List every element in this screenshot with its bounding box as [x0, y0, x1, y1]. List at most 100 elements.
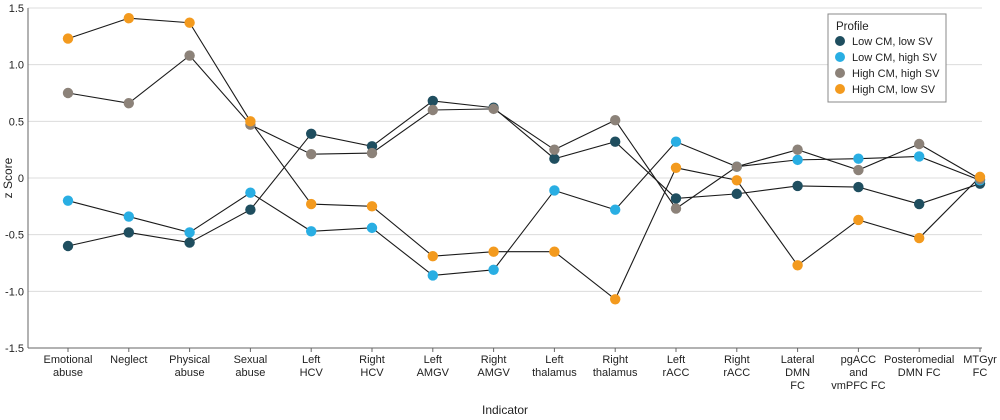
legend-label: High CM, low SV: [852, 84, 936, 96]
data-point: [610, 115, 621, 126]
data-point: [853, 153, 864, 164]
data-point: [914, 138, 925, 150]
x-tick-label: Left HCV: [300, 354, 324, 379]
data-point: [366, 222, 378, 234]
data-point: [670, 203, 682, 214]
series-points: [62, 13, 986, 305]
axis-labels: 1.5 1.0 0.5 0 -0.5 -1.0 -1.5 Emotional abuse Negl…: [5, 3, 997, 392]
x-tick-label: Posteromedial DMN FC: [884, 354, 954, 379]
data-point: [731, 175, 742, 186]
data-point: [123, 13, 134, 24]
data-point: [306, 149, 317, 160]
x-tick-label: MTGyr FC: [963, 354, 997, 379]
x-tick-label: Right thalamus: [593, 354, 638, 379]
data-point: [488, 264, 499, 275]
data-point: [488, 103, 499, 115]
data-point: [731, 188, 742, 200]
y-tick-label: -0.5: [5, 230, 24, 242]
x-tick-label: Emotional abuse: [44, 354, 93, 379]
data-point: [853, 181, 864, 193]
data-point: [974, 171, 986, 183]
data-point: [549, 246, 560, 257]
data-point: [427, 104, 438, 116]
data-point: [123, 211, 134, 222]
data-point: [184, 50, 195, 61]
data-point: [245, 187, 256, 198]
y-tick-label: 0: [18, 173, 24, 185]
data-point: [427, 251, 438, 262]
data-point: [488, 246, 499, 257]
data-point: [853, 214, 864, 226]
legend-label: Low CM, low SV: [852, 36, 933, 48]
legend-swatch: [835, 52, 845, 62]
data-point: [549, 144, 560, 155]
data-point: [792, 144, 803, 155]
x-tick-label: Physical abuse: [169, 354, 210, 379]
legend-swatch: [835, 84, 845, 94]
y-tick-label: -1.0: [5, 286, 24, 298]
x-tick-label: Lateral DMN FC: [781, 354, 815, 392]
data-point: [62, 195, 74, 206]
data-point: [62, 240, 74, 252]
data-point: [610, 294, 621, 305]
x-tick-label: Left rACC: [663, 354, 690, 379]
x-tick-label: pgACC and vmPFC FC: [831, 354, 885, 392]
data-point: [670, 162, 682, 173]
y-tick-label: 1.5: [9, 3, 24, 15]
data-point: [306, 226, 317, 237]
legend-label: High CM, high SV: [852, 68, 940, 80]
legend: Profile Low CM, low SV Low CM, high SV Hig…: [827, 13, 947, 103]
series-line: [67, 141, 981, 277]
legend-swatch: [835, 36, 845, 46]
data-point: [366, 147, 378, 159]
data-point: [62, 33, 74, 44]
data-point: [549, 185, 560, 196]
legend-box: [827, 13, 947, 103]
x-tick-label: Right rACC: [723, 354, 750, 379]
x-tick-label: Right AMGV: [477, 354, 510, 379]
data-point: [184, 227, 195, 238]
data-point: [670, 193, 682, 204]
x-tick-label: Right HCV: [359, 354, 385, 379]
y-tick-label: -1.5: [5, 343, 24, 355]
series-line: [67, 54, 981, 210]
legend-items: Low CM, low SV Low CM, high SV High CM, hi…: [835, 36, 940, 96]
data-point: [62, 87, 74, 99]
data-point: [184, 17, 195, 28]
x-axis-title: Indicator: [482, 403, 528, 417]
data-point: [914, 198, 925, 210]
data-point: [610, 204, 621, 215]
series-line: [67, 17, 981, 301]
data-point: [670, 136, 682, 147]
y-tick-label: 1.0: [9, 60, 24, 72]
data-point: [184, 237, 195, 248]
x-tick-label: Left thalamus: [532, 354, 577, 379]
data-point: [792, 154, 803, 166]
data-point: [792, 180, 803, 192]
y-axis-title: z Score: [1, 157, 15, 198]
series-lines: [67, 17, 981, 301]
data-point: [914, 232, 925, 244]
data-point: [792, 260, 803, 271]
legend-label: Low CM, high SV: [852, 52, 938, 64]
data-point: [245, 204, 256, 215]
legend-title: Profile: [836, 21, 869, 33]
x-tick-label: Left AMGV: [417, 354, 450, 379]
data-point: [914, 151, 925, 162]
data-point: [610, 136, 621, 147]
axes: [27, 8, 982, 352]
data-point: [427, 270, 438, 281]
data-point: [123, 98, 134, 109]
x-tick-label: Neglect: [110, 354, 147, 366]
y-tick-label: 0.5: [9, 116, 24, 128]
legend-swatch: [835, 68, 845, 78]
data-point: [306, 198, 317, 210]
data-point: [366, 201, 378, 212]
data-point: [853, 164, 864, 176]
data-point: [306, 128, 317, 139]
data-point: [427, 95, 438, 107]
data-point: [731, 161, 742, 172]
data-point: [549, 153, 560, 164]
series-line: [67, 100, 981, 247]
